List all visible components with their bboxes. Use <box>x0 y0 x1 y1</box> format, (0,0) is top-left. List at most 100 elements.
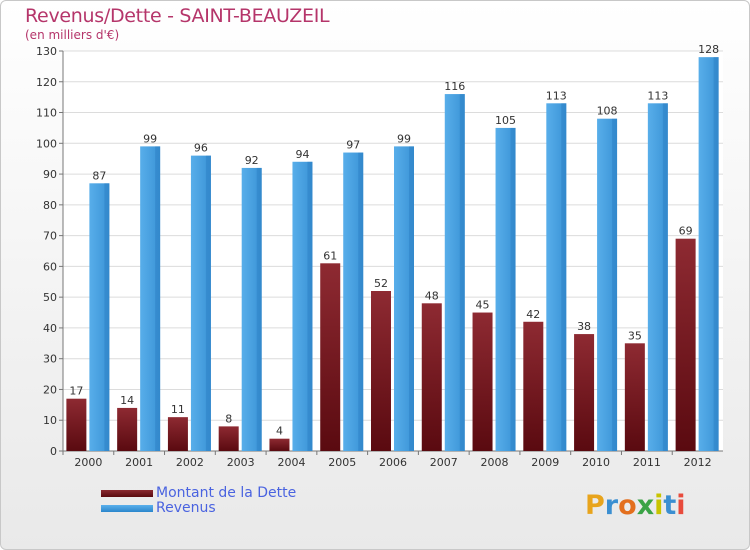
logo-letter: x <box>636 490 655 521</box>
bar-revenus-shade <box>662 103 668 452</box>
data-label-revenus: 113 <box>647 89 668 102</box>
y-tick-label: 70 <box>43 230 57 243</box>
x-tick-label: 2006 <box>379 456 407 469</box>
x-tick-label: 2004 <box>277 456 305 469</box>
bar-dette <box>218 426 239 451</box>
data-label-revenus: 97 <box>346 139 360 152</box>
data-label-revenus: 99 <box>143 132 157 145</box>
data-label-revenus: 108 <box>597 105 618 118</box>
data-label-revenus: 128 <box>698 43 719 56</box>
data-label-dette: 52 <box>374 277 388 290</box>
data-label-dette: 45 <box>476 299 490 312</box>
bar-dette <box>624 343 645 451</box>
y-tick-label: 80 <box>43 199 57 212</box>
bar-revenus-shade <box>307 161 313 451</box>
bar-dette <box>66 398 87 451</box>
bar-revenus <box>495 127 516 451</box>
bar-revenus <box>343 152 364 452</box>
data-label-dette: 14 <box>120 394 134 407</box>
y-tick-label: 110 <box>36 107 57 120</box>
plot-area <box>63 51 723 451</box>
bar-revenus <box>647 103 668 452</box>
y-tick-label: 100 <box>36 137 57 150</box>
bar-dette <box>675 238 696 451</box>
data-label-dette: 35 <box>628 329 642 342</box>
x-tick-label: 2012 <box>684 456 712 469</box>
data-label-revenus: 113 <box>546 89 567 102</box>
bar-revenus-shade <box>713 57 719 452</box>
bar-revenus <box>190 155 211 451</box>
data-label-revenus: 96 <box>194 142 208 155</box>
logo-letter: t <box>663 490 677 521</box>
x-tick-label: 2008 <box>481 456 509 469</box>
y-tick-label: 120 <box>36 76 57 89</box>
bar-revenus <box>140 146 161 451</box>
x-tick-label: 2011 <box>633 456 661 469</box>
data-label-dette: 4 <box>276 425 283 438</box>
x-tick-label: 2005 <box>328 456 356 469</box>
bar-dette <box>421 303 442 451</box>
x-tick-label: 2007 <box>430 456 458 469</box>
x-tick-label: 2010 <box>582 456 610 469</box>
data-label-revenus: 94 <box>295 148 309 161</box>
data-label-dette: 11 <box>171 403 185 416</box>
y-tick-label: 90 <box>43 168 57 181</box>
bar-dette <box>167 417 188 451</box>
bar-dette <box>117 407 138 451</box>
bar-dette <box>269 438 290 451</box>
legend-label-revenus: Revenus <box>156 500 216 516</box>
logo-letter: r <box>604 490 619 521</box>
bar-revenus-shade <box>205 155 211 451</box>
bar-revenus-shade <box>256 167 262 451</box>
bar-revenus <box>394 146 414 451</box>
x-tick-label: 2002 <box>176 456 204 469</box>
data-label-dette: 8 <box>225 412 232 425</box>
bar-revenus-shade <box>104 183 110 452</box>
y-tick-label: 0 <box>50 445 57 458</box>
data-label-revenus: 92 <box>245 154 259 167</box>
y-tick-label: 20 <box>43 383 57 396</box>
bar-revenus <box>241 167 262 451</box>
bar-revenus-shade <box>459 94 465 452</box>
logo-letter: o <box>618 490 637 521</box>
bar-revenus <box>546 103 567 452</box>
y-tick-label: 130 <box>36 45 57 58</box>
bar-revenus-shade <box>561 103 567 452</box>
x-tick-label: 2000 <box>74 456 102 469</box>
bar-revenus-shade <box>510 127 516 451</box>
legend-label-dette: Montant de la Dette <box>156 485 297 501</box>
data-label-revenus: 99 <box>397 132 411 145</box>
y-tick-label: 10 <box>43 414 57 427</box>
y-tick-label: 60 <box>43 260 57 273</box>
bar-dette <box>371 291 391 451</box>
bar-revenus <box>444 94 465 452</box>
bar-dette <box>320 263 341 451</box>
data-label-dette: 17 <box>69 385 83 398</box>
proxiti-logo: Proxiti <box>585 490 686 521</box>
bar-revenus <box>292 161 313 451</box>
y-tick-label: 30 <box>43 353 57 366</box>
legend-swatch-revenus <box>101 505 153 512</box>
logo-letter: P <box>585 490 605 521</box>
bar-revenus-shade <box>409 146 414 451</box>
data-label-dette: 48 <box>425 289 439 302</box>
data-label-revenus: 105 <box>495 114 516 127</box>
data-label-dette: 42 <box>526 308 540 321</box>
data-label-revenus: 116 <box>444 80 465 93</box>
y-tick-label: 50 <box>43 291 57 304</box>
bar-revenus-shade <box>612 118 618 451</box>
legend-swatch-dette <box>101 490 153 497</box>
data-label-dette: 38 <box>577 320 591 333</box>
bar-revenus <box>89 183 110 452</box>
data-label-revenus: 87 <box>92 169 106 182</box>
x-tick-label: 2003 <box>227 456 255 469</box>
y-tick-label: 40 <box>43 322 57 335</box>
chart-title: Revenus/Dette - SAINT-BEAUZEIL <box>25 5 330 27</box>
data-label-dette: 69 <box>679 225 693 238</box>
x-tick-label: 2001 <box>125 456 153 469</box>
logo-letter: i <box>654 490 664 521</box>
bar-revenus-shade <box>358 152 364 452</box>
logo-letter: i <box>676 490 686 521</box>
